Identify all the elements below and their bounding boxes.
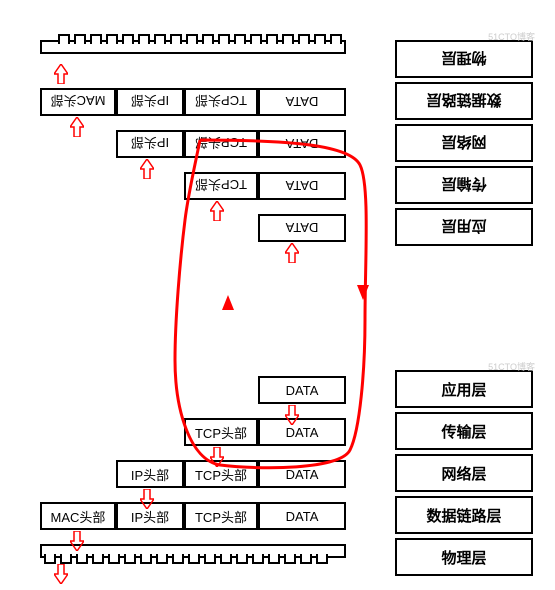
arrow-up-icon <box>70 117 84 137</box>
layer-label: 传输层 <box>442 175 487 196</box>
cell-data: DATA <box>258 172 346 200</box>
cell-tcp-header: TCP头部 <box>184 130 258 158</box>
physical-bar-bottom <box>40 538 346 564</box>
arrow-up-icon <box>54 64 68 84</box>
cell-data: DATA <box>258 460 346 488</box>
arrow-down-icon <box>70 531 84 551</box>
cell-ip-header: IP头部 <box>116 130 184 158</box>
arrow-up-icon <box>140 159 154 179</box>
layer-physical-top: 物理层 <box>395 40 533 78</box>
cell-ip-header: IP头部 <box>116 88 184 116</box>
layer-label: 网络层 <box>441 463 486 484</box>
layer-label: 应用层 <box>442 217 487 238</box>
layer-label: 传输层 <box>441 421 486 442</box>
arrow-down-icon <box>54 564 68 584</box>
cell-data: DATA <box>258 376 346 404</box>
arrow-down-icon <box>210 447 224 467</box>
layer-label: 数据链路层 <box>426 505 501 526</box>
layer-application-top: 应用层 <box>395 208 533 246</box>
cell-tcp-header: TCP头部 <box>184 502 258 530</box>
layer-physical-bottom: 物理层 <box>395 538 533 576</box>
cell-tcp-header: TCP头部 <box>184 88 258 116</box>
arrow-down-icon <box>140 489 154 509</box>
cell-data: DATA <box>258 214 346 242</box>
layer-transport-top: 传输层 <box>395 166 533 204</box>
layer-network-top: 网络层 <box>395 124 533 162</box>
cell-data: DATA <box>258 418 346 446</box>
layer-transport-bottom: 传输层 <box>395 412 533 450</box>
diagram-container: { "canvas": { "width": 555, "height": 59… <box>0 0 555 590</box>
cell-tcp-header: TCP头部 <box>184 172 258 200</box>
layer-datalink-top: 数据链路层 <box>395 82 533 120</box>
arrow-down-icon <box>285 405 299 425</box>
layer-network-bottom: 网络层 <box>395 454 533 492</box>
cell-data: DATA <box>258 130 346 158</box>
layer-application-bottom: 应用层 <box>395 370 533 408</box>
cell-data: DATA <box>258 88 346 116</box>
layer-label: 网络层 <box>442 133 487 154</box>
cell-ip-header: IP头部 <box>116 460 184 488</box>
watermark: 51CTO博客 <box>488 30 535 43</box>
layer-datalink-bottom: 数据链路层 <box>395 496 533 534</box>
layer-label: 应用层 <box>441 379 486 400</box>
cell-tcp-header: TCP头部 <box>184 418 258 446</box>
layer-label: 物理层 <box>442 49 487 70</box>
watermark: 51CTO博客 <box>488 360 535 373</box>
arrow-up-icon <box>210 201 224 221</box>
arrow-up-icon <box>285 243 299 263</box>
cell-data: DATA <box>258 502 346 530</box>
layer-label: 物理层 <box>441 547 486 568</box>
layer-label: 数据链路层 <box>427 91 502 112</box>
cell-mac-header: MAC头部 <box>40 502 116 530</box>
physical-bar-top <box>40 40 346 62</box>
cell-mac-header: MAC头部 <box>40 88 116 116</box>
